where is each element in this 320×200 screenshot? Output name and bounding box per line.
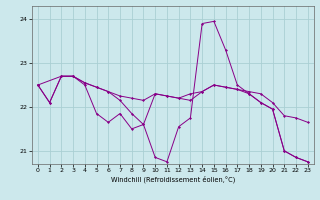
- X-axis label: Windchill (Refroidissement éolien,°C): Windchill (Refroidissement éolien,°C): [111, 175, 235, 183]
